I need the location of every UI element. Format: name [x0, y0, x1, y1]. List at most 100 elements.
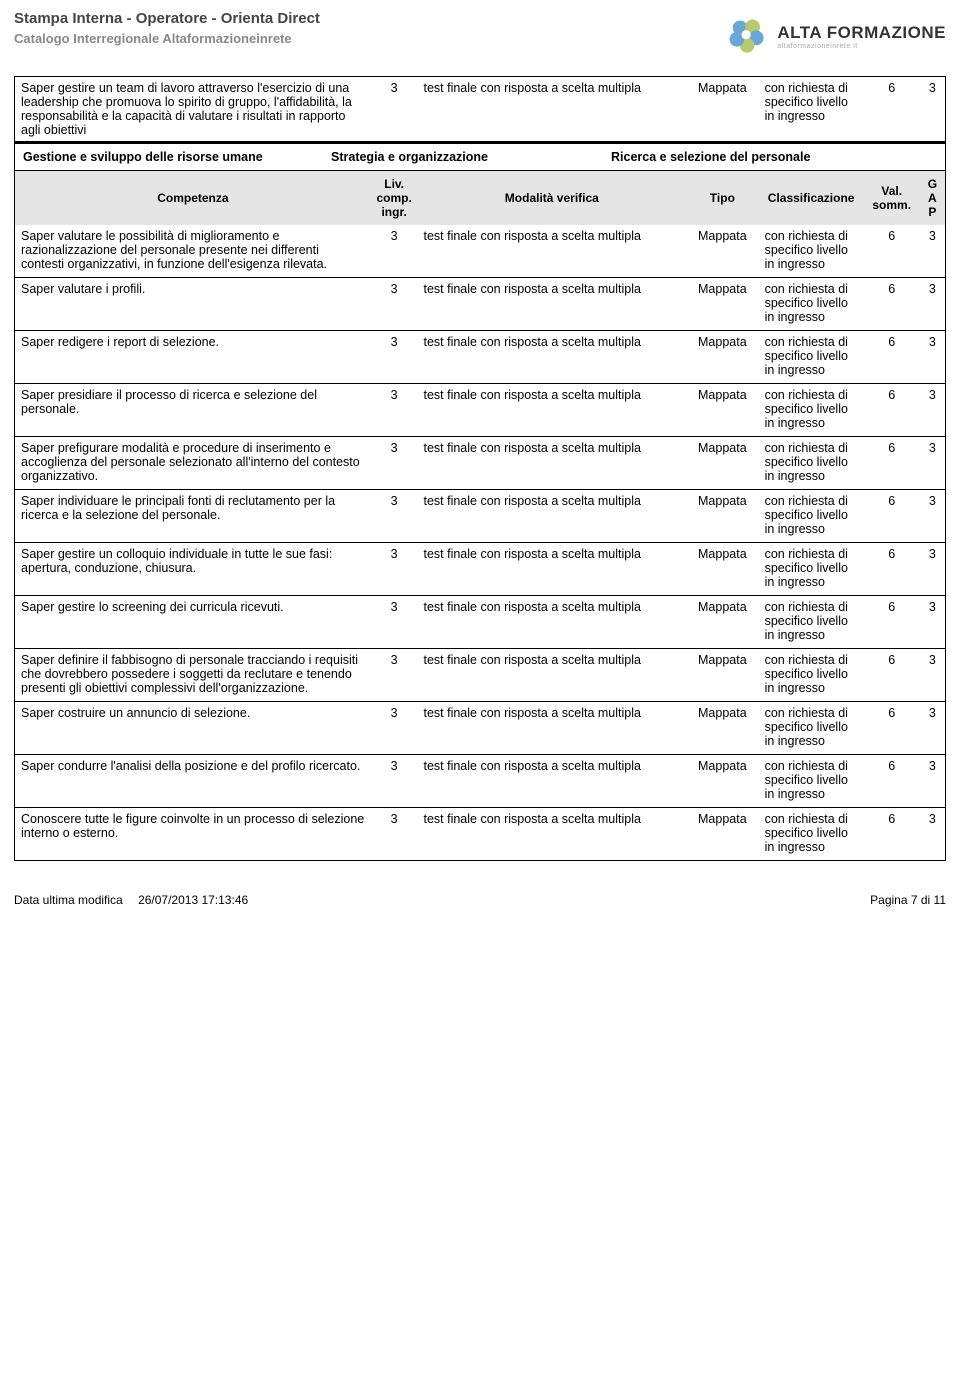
cell-liv: 3 — [371, 225, 418, 278]
cell-competenza: Saper prefigurare modalità e procedure d… — [15, 437, 371, 490]
cell-gap: 3 — [920, 490, 946, 543]
logo-subtitle: altaformazioneinrete.it — [777, 43, 946, 50]
cell-val: 6 — [864, 755, 920, 808]
cell-gap: 3 — [920, 596, 946, 649]
cell-liv: 3 — [371, 384, 418, 437]
cell-competenza: Saper gestire un colloquio individuale i… — [15, 543, 371, 596]
cell-competenza: Saper valutare le possibilità di miglior… — [15, 225, 371, 278]
cell-classificazione: con richiesta di specifico livello in in… — [759, 331, 864, 384]
cell-modalita: test finale con risposta a scelta multip… — [417, 543, 686, 596]
cell-gap: 3 — [920, 331, 946, 384]
cell-liv: 3 — [371, 543, 418, 596]
cell-val: 6 — [864, 384, 920, 437]
col-val: Val. somm. — [864, 171, 920, 226]
cell-val: 6 — [864, 77, 920, 142]
cell-liv: 3 — [371, 77, 418, 142]
cell-tipo: Mappata — [686, 225, 758, 278]
section-col-3: Ricerca e selezione del personale — [611, 150, 937, 164]
cell-liv: 3 — [371, 490, 418, 543]
col-liv: Liv. comp. ingr. — [371, 171, 418, 226]
cell-gap: 3 — [920, 278, 946, 331]
cell-classificazione: con richiesta di specifico livello in in… — [759, 596, 864, 649]
logo-icon — [723, 14, 771, 60]
cell-gap: 3 — [920, 225, 946, 278]
footer-left: Data ultima modifica 26/07/2013 17:13:46 — [14, 893, 248, 907]
cell-tipo: Mappata — [686, 77, 758, 142]
cell-gap: 3 — [920, 649, 946, 702]
cell-competenza: Saper valutare i profili. — [15, 278, 371, 331]
cell-classificazione: con richiesta di specifico livello in in… — [759, 437, 864, 490]
cell-liv: 3 — [371, 437, 418, 490]
cell-val: 6 — [864, 596, 920, 649]
cell-competenza: Conoscere tutte le figure coinvolte in u… — [15, 808, 371, 861]
cell-competenza: Saper gestire un team di lavoro attraver… — [15, 77, 371, 142]
cell-val: 6 — [864, 278, 920, 331]
cell-val: 6 — [864, 702, 920, 755]
cell-gap: 3 — [920, 755, 946, 808]
cell-tipo: Mappata — [686, 543, 758, 596]
cell-modalita: test finale con risposta a scelta multip… — [417, 437, 686, 490]
cell-classificazione: con richiesta di specifico livello in in… — [759, 702, 864, 755]
table-row: Saper valutare i profili.3test finale co… — [15, 278, 946, 331]
table-header-row: Competenza Liv. comp. ingr. Modalità ver… — [15, 171, 946, 226]
cell-classificazione: con richiesta di specifico livello in in… — [759, 543, 864, 596]
cell-val: 6 — [864, 649, 920, 702]
cell-tipo: Mappata — [686, 702, 758, 755]
cell-modalita: test finale con risposta a scelta multip… — [417, 225, 686, 278]
cell-liv: 3 — [371, 649, 418, 702]
table-row: Saper costruire un annuncio di selezione… — [15, 702, 946, 755]
cell-liv: 3 — [371, 702, 418, 755]
col-modalita: Modalità verifica — [417, 171, 686, 226]
cell-val: 6 — [864, 543, 920, 596]
cell-modalita: test finale con risposta a scelta multip… — [417, 808, 686, 861]
cell-modalita: test finale con risposta a scelta multip… — [417, 331, 686, 384]
table-row: Saper condurre l'analisi della posizione… — [15, 755, 946, 808]
cell-gap: 3 — [920, 77, 946, 142]
cell-val: 6 — [864, 331, 920, 384]
table-row: Conoscere tutte le figure coinvolte in u… — [15, 808, 946, 861]
page-footer: Data ultima modifica 26/07/2013 17:13:46… — [14, 893, 946, 907]
cell-classificazione: con richiesta di specifico livello in in… — [759, 755, 864, 808]
cell-liv: 3 — [371, 278, 418, 331]
cell-val: 6 — [864, 490, 920, 543]
cell-competenza: Saper gestire lo screening dei curricula… — [15, 596, 371, 649]
cell-competenza: Saper presidiare il processo di ricerca … — [15, 384, 371, 437]
cell-liv: 3 — [371, 331, 418, 384]
top-row-table: Saper gestire un team di lavoro attraver… — [14, 76, 946, 142]
cell-tipo: Mappata — [686, 278, 758, 331]
logo-text: ALTA FORMAZIONE altaformazioneinrete.it — [777, 24, 946, 50]
footer-page: Pagina 7 di 11 — [870, 893, 946, 907]
cell-gap: 3 — [920, 543, 946, 596]
cell-liv: 3 — [371, 808, 418, 861]
cell-tipo: Mappata — [686, 437, 758, 490]
footer-date-value: 26/07/2013 17:13:46 — [138, 893, 248, 907]
cell-tipo: Mappata — [686, 808, 758, 861]
logo-title: ALTA FORMAZIONE — [777, 24, 946, 41]
cell-tipo: Mappata — [686, 596, 758, 649]
cell-classificazione: con richiesta di specifico livello in in… — [759, 77, 864, 142]
cell-modalita: test finale con risposta a scelta multip… — [417, 596, 686, 649]
table-row: Saper valutare le possibilità di miglior… — [15, 225, 946, 278]
cell-classificazione: con richiesta di specifico livello in in… — [759, 808, 864, 861]
footer-date-label: Data ultima modifica — [14, 893, 123, 907]
cell-tipo: Mappata — [686, 649, 758, 702]
cell-classificazione: con richiesta di specifico livello in in… — [759, 225, 864, 278]
cell-modalita: test finale con risposta a scelta multip… — [417, 278, 686, 331]
cell-competenza: Saper condurre l'analisi della posizione… — [15, 755, 371, 808]
cell-gap: 3 — [920, 437, 946, 490]
cell-gap: 3 — [920, 384, 946, 437]
col-gap: G A P — [920, 171, 946, 226]
cell-modalita: test finale con risposta a scelta multip… — [417, 702, 686, 755]
cell-classificazione: con richiesta di specifico livello in in… — [759, 490, 864, 543]
cell-modalita: test finale con risposta a scelta multip… — [417, 755, 686, 808]
col-classificazione: Classificazione — [759, 171, 864, 226]
main-table: Competenza Liv. comp. ingr. Modalità ver… — [14, 170, 946, 861]
logo: ALTA FORMAZIONE altaformazioneinrete.it — [723, 14, 946, 60]
table-row: Saper gestire un colloquio individuale i… — [15, 543, 946, 596]
cell-val: 6 — [864, 808, 920, 861]
cell-val: 6 — [864, 225, 920, 278]
cell-classificazione: con richiesta di specifico livello in in… — [759, 278, 864, 331]
cell-competenza: Saper individuare le principali fonti di… — [15, 490, 371, 543]
table-row: Saper redigere i report di selezione.3te… — [15, 331, 946, 384]
cell-liv: 3 — [371, 755, 418, 808]
